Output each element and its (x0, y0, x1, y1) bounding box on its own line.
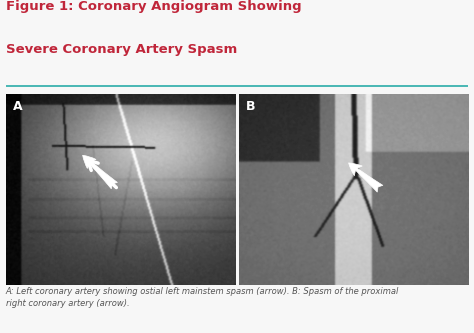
Text: Figure 1: Coronary Angiogram Showing: Figure 1: Coronary Angiogram Showing (6, 0, 301, 13)
Text: A: A (13, 100, 22, 113)
Text: B: B (246, 100, 255, 113)
Text: Severe Coronary Artery Spasm: Severe Coronary Artery Spasm (6, 43, 237, 56)
Text: A: Left coronary artery showing ostial left mainstem spasm (arrow). B: Spasm of : A: Left coronary artery showing ostial l… (6, 287, 399, 308)
